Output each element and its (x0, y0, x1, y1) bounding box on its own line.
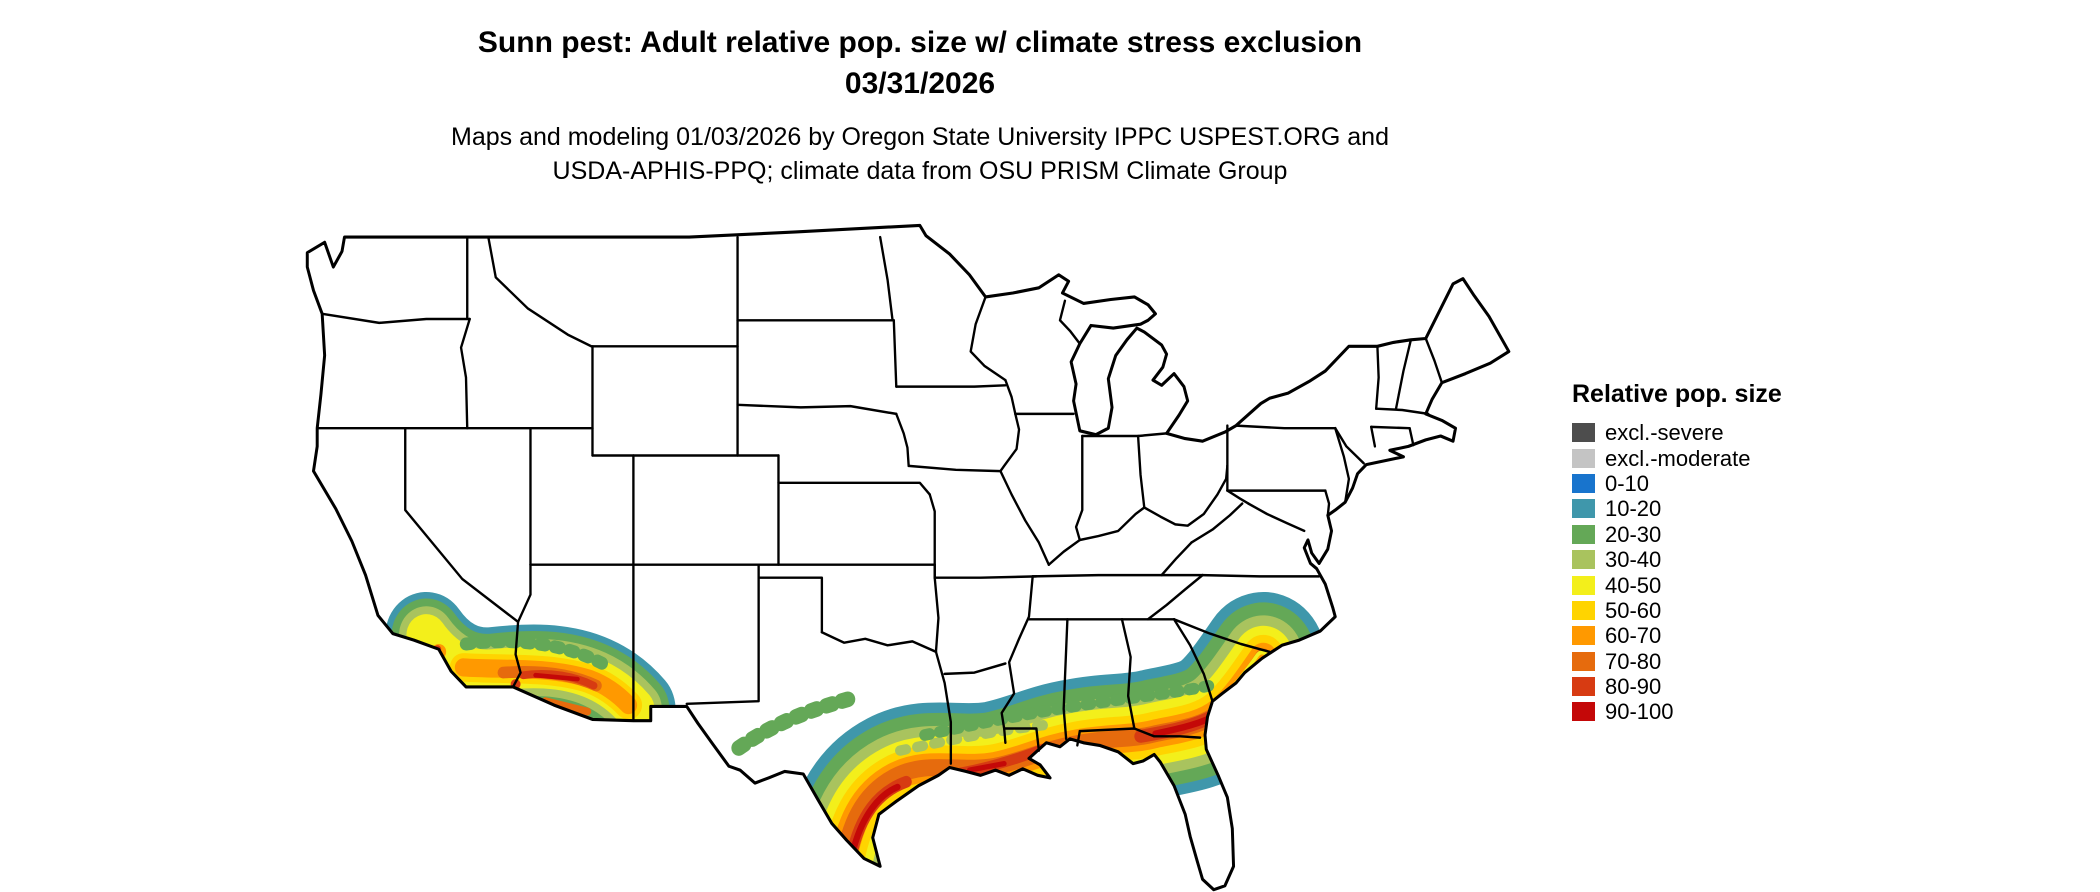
legend-label: 20-30 (1605, 521, 1662, 547)
legend-swatch-0-10 (1572, 473, 1595, 493)
legend-row-40-50: 40-50 (1572, 572, 1782, 598)
texas-core-90-100 (851, 783, 901, 851)
arizona-speckle-20-30 (459, 635, 609, 670)
legend-swatch-30-40 (1572, 550, 1595, 570)
map-legend: Relative pop. size excl.-severe excl.-mo… (1572, 380, 1782, 725)
legend-swatch-70-80 (1572, 651, 1595, 671)
legend-label: excl.-moderate (1605, 445, 1751, 471)
southwest-core-90-100 (533, 672, 580, 682)
legend-title: Relative pop. size (1572, 380, 1782, 408)
legend-label: 50-60 (1605, 597, 1662, 623)
legend-swatch-excl-severe (1572, 423, 1595, 443)
title-line-2: 03/31/2026 (844, 67, 996, 100)
subtitle-line-2: USDA-APHIS-PPQ; climate data from OSU PR… (552, 157, 1288, 185)
legend-label: 0-10 (1605, 470, 1650, 496)
texas-speckle-20-30 (731, 690, 858, 756)
legend-row-30-40: 30-40 (1572, 547, 1782, 572)
legend-swatch-50-60 (1572, 600, 1595, 620)
legend-swatch-10-20 (1572, 499, 1595, 519)
legend-swatch-90-100 (1572, 702, 1595, 722)
legend-swatch-60-70 (1572, 626, 1595, 646)
figure-subtitle: Maps and modeling 01/03/2026 by Oregon S… (0, 120, 1840, 188)
legend-row-50-60: 50-60 (1572, 598, 1782, 623)
legend-swatch-80-90 (1572, 677, 1595, 697)
state-borders (316, 235, 1444, 765)
legend-row-60-70: 60-70 (1572, 623, 1782, 648)
legend-swatch-excl-moderate (1572, 448, 1595, 468)
legend-label: 70-80 (1605, 648, 1662, 674)
us-population-map (305, 223, 1511, 892)
legend-row-70-80: 70-80 (1572, 649, 1782, 674)
legend-row-excl-severe: excl.-severe (1572, 420, 1782, 445)
gulf-speckle-30-40 (895, 719, 1054, 756)
legend-row-10-20: 10-20 (1572, 496, 1782, 521)
legend-row-20-30: 20-30 (1572, 522, 1782, 547)
legend-label: 10-20 (1605, 496, 1662, 522)
legend-label: 30-40 (1605, 547, 1662, 573)
legend-swatch-40-50 (1572, 575, 1595, 595)
legend-swatch-20-30 (1572, 524, 1595, 544)
legend-row-excl-moderate: excl.-moderate (1572, 445, 1782, 471)
legend-row-80-90: 80-90 (1572, 674, 1782, 699)
legend-row-0-10: 0-10 (1572, 471, 1782, 496)
louisiana-core-90-100 (966, 761, 1007, 773)
legend-label: 90-100 (1605, 699, 1674, 725)
figure-title: Sunn pest: Adult relative pop. size w/ c… (0, 22, 1840, 104)
legend-label: excl.-severe (1605, 420, 1724, 446)
legend-label: 80-90 (1605, 674, 1662, 700)
subtitle-line-1: Maps and modeling 01/03/2026 by Oregon S… (451, 123, 1389, 151)
gulf-speckle-20-30 (919, 679, 1216, 741)
legend-label: 40-50 (1605, 572, 1662, 598)
legend-label: 60-70 (1605, 623, 1662, 649)
legend-row-90-100: 90-100 (1572, 699, 1782, 724)
title-line-1: Sunn pest: Adult relative pop. size w/ c… (477, 26, 1363, 59)
